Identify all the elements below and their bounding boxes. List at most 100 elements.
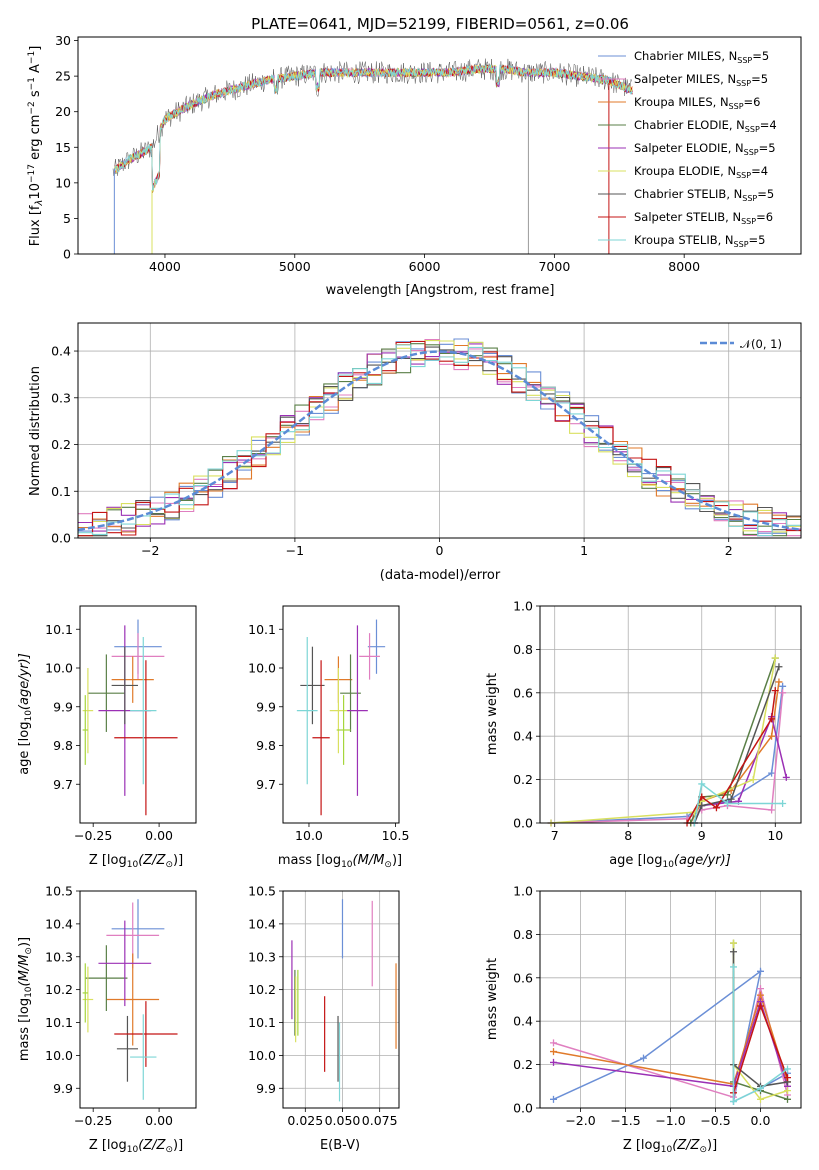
y-tick-label: 10.4 [248, 916, 276, 931]
x-tick-label: 5000 [279, 259, 311, 274]
y-tick-label: 0.2 [513, 772, 533, 787]
weight-marker [768, 769, 776, 777]
x-tick-label: 10 [767, 828, 783, 843]
y-tick-label: 9.7 [256, 777, 276, 792]
y-tick-label: 10.3 [45, 949, 73, 964]
weight-marker [550, 1048, 557, 1056]
y-tick-label: 20 [55, 104, 71, 119]
weight-vs-z-xlabel: Z [log10(Z/Z⊙)] [623, 1138, 717, 1155]
y-tick-label: 30 [55, 33, 71, 48]
weight-marker [775, 663, 783, 671]
age-vs-mass-xlabel: mass [log10(M/M⊙)] [278, 853, 402, 870]
x-tick-label: −1.0 [655, 1113, 685, 1128]
weight-marker [757, 1095, 764, 1103]
y-tick-label: 10 [55, 175, 71, 190]
weight-marker [782, 773, 790, 781]
legend-label: Salpeter ELODIE, NSSP=5 [634, 141, 776, 157]
weight-marker [784, 1065, 791, 1073]
mass-vs-z-ylabel: mass [log10(M/M⊙)] [17, 937, 34, 1061]
y-tick-label: 0.4 [513, 1014, 533, 1029]
age-vs-z-panel: −0.25 0.00 9.7 9.8 9.9 10.0 10.1 Z [log10(Z/Z⊙… [17, 605, 197, 870]
x-tick-label: 6000 [409, 259, 441, 274]
y-tick-label: 1.0 [513, 884, 533, 899]
residuals-plot-area: −2 −1 0 1 2 0.0 0.1 0.2 0.3 0.4 [51, 323, 802, 558]
weight-series-line [553, 992, 789, 1085]
x-tick-label: −0.25 [74, 828, 112, 843]
x-tick-label: 9 [698, 828, 706, 843]
weight-marker [779, 799, 787, 807]
legend-label: Kroupa STELIB, NSSP=5 [634, 233, 765, 249]
y-tick-label: 0.2 [513, 1057, 533, 1072]
legend-label: Chabrier ELODIE, NSSP=4 [634, 118, 777, 134]
y-tick-label: 10.0 [45, 661, 73, 676]
y-tick-label: 10.3 [248, 949, 276, 964]
weight-marker [757, 991, 764, 999]
y-tick-label: 10.1 [45, 1015, 73, 1030]
normal-curve [77, 350, 802, 532]
legend-label: Kroupa ELODIE, NSSP=4 [634, 164, 768, 180]
spectrum-series-line [114, 63, 633, 193]
weight-vs-z-panel: −2.0 −1.5 −1.0 −0.5 0.0 0.0 0.2 0.4 0.6 0.8 1.0 Z … [485, 884, 802, 1155]
weight-marker [550, 1039, 557, 1047]
spectrum-series-line [113, 65, 633, 191]
x-tick-label: 4000 [149, 259, 181, 274]
x-tick-label: 2 [725, 543, 733, 558]
y-tick-label: 15 [55, 140, 71, 155]
y-tick-label: 0 [63, 247, 71, 262]
y-tick-label: 0.6 [513, 970, 533, 985]
x-tick-label: −2 [141, 543, 159, 558]
histogram-series [78, 340, 801, 537]
weight-marker [730, 963, 737, 971]
x-tick-label: 0.075 [362, 1113, 398, 1128]
legend-label: Salpeter MILES, NSSP=5 [634, 72, 768, 88]
weight-vs-z-ylabel: mass weight [485, 958, 500, 1040]
y-tick-label: 10.0 [248, 661, 276, 676]
weight-vs-age-ylabel: mass weight [485, 673, 500, 755]
weight-marker [749, 776, 757, 784]
x-tick-label: 8000 [668, 259, 700, 274]
weight-marker [784, 1087, 791, 1095]
weight-marker [550, 1058, 557, 1066]
legend-label: Chabrier STELIB, NSSP=5 [634, 187, 774, 203]
weight-vs-age-xlabel: age [log10(age/yr)] [609, 853, 731, 870]
weight-vs-age-panel: 7 8 9 10 0.0 0.2 0.4 0.6 0.8 1.0 age [log10(age/y… [485, 599, 802, 870]
y-tick-label: 5 [63, 211, 71, 226]
weight-marker [757, 985, 764, 993]
y-tick-label: 9.9 [53, 699, 73, 714]
mass-vs-ebv-xlabel: E(B-V) [320, 1138, 360, 1153]
y-tick-label: 9.8 [256, 738, 276, 753]
y-tick-label: 1.0 [513, 599, 533, 614]
weight-marker [712, 804, 720, 812]
age-vs-z-plot-area: −0.25 0.00 9.7 9.8 9.9 10.0 10.1 [45, 619, 178, 843]
spectrum-axes-frame [77, 36, 802, 255]
y-tick-label: 0.2 [51, 437, 71, 452]
weight-marker [757, 967, 764, 975]
weight-marker [768, 715, 776, 723]
weight-series-line [553, 999, 789, 1088]
y-tick-label: 10.4 [45, 916, 73, 931]
y-tick-label: 10.2 [248, 982, 276, 997]
age-vs-mass-axes-frame [282, 605, 400, 824]
legend-label: Kroupa MILES, NSSP=6 [634, 95, 760, 111]
weight-marker [771, 654, 779, 662]
legend-label: Chabrier MILES, NSSP=5 [634, 49, 769, 65]
age-vs-z-xlabel: Z [log10(Z/Z⊙)] [89, 853, 183, 870]
x-tick-label: 1 [580, 543, 588, 558]
y-tick-label: 0.0 [51, 531, 71, 546]
y-tick-label: 0.3 [51, 390, 71, 405]
x-tick-label: 0.050 [325, 1113, 361, 1128]
weight-marker [768, 806, 776, 814]
weight-marker [727, 795, 735, 803]
weight-marker [640, 1054, 647, 1062]
x-tick-label: 10.0 [295, 828, 323, 843]
weight-marker [698, 802, 706, 810]
spectrum-series-line [113, 64, 633, 193]
y-tick-label: 10.5 [45, 884, 73, 899]
spectrum-series-line [113, 64, 633, 192]
weight-marker [784, 1095, 791, 1103]
spectrum-series-line [113, 63, 633, 191]
weight-marker [723, 799, 731, 807]
residuals-ylabel: Normed distribution [28, 366, 43, 496]
x-tick-label: 0.0 [751, 1113, 771, 1128]
